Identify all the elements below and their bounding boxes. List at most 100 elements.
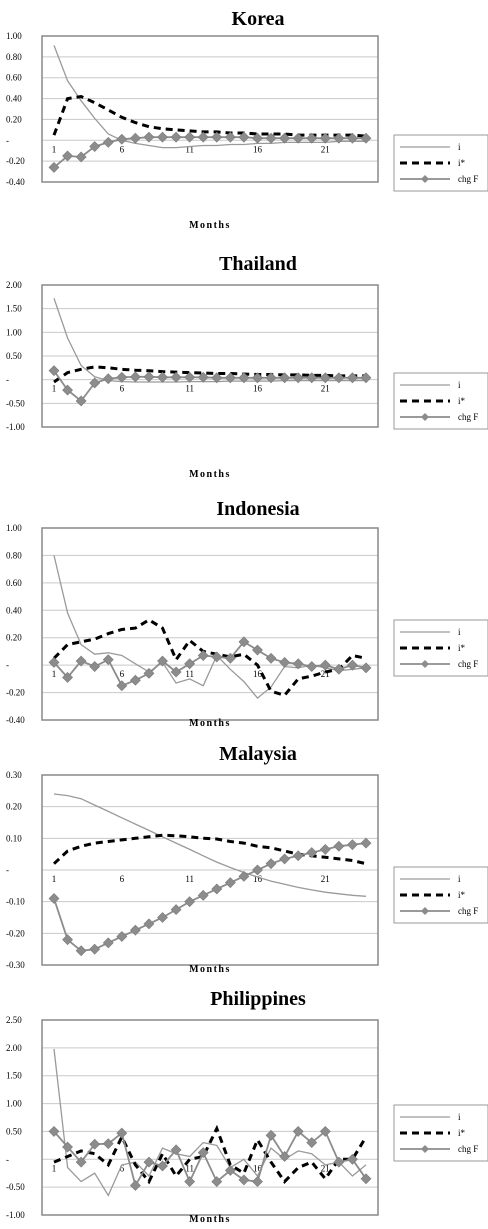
legend-label: i* bbox=[458, 890, 466, 900]
plot-frame bbox=[41, 284, 379, 428]
y-tick-label: 0.50 bbox=[6, 351, 22, 361]
data-point-chgf bbox=[238, 636, 250, 648]
x-axis-label: Months bbox=[189, 220, 231, 231]
y-tick-label: 1.00 bbox=[6, 523, 22, 533]
data-point-chgf bbox=[265, 858, 277, 870]
data-point-chgf bbox=[129, 674, 141, 686]
data-point-chgf bbox=[197, 371, 209, 383]
y-tick-label: 0.50 bbox=[6, 1126, 22, 1136]
data-point-chgf bbox=[333, 840, 345, 852]
data-point-chgf bbox=[279, 853, 291, 865]
data-point-chgf bbox=[170, 904, 182, 916]
data-point-chgf bbox=[170, 131, 182, 143]
y-tick-label: -0.40 bbox=[6, 177, 25, 187]
y-tick-label: 0.40 bbox=[6, 605, 22, 615]
data-point-chgf bbox=[238, 372, 250, 384]
chart-philippines: Philippines 2.50 2.00 1.50 1.00 0.50 - -0.50 -1.… bbox=[6, 988, 488, 1225]
y-tick-label: -1.00 bbox=[6, 1210, 25, 1220]
chart-title: Korea bbox=[232, 8, 285, 30]
data-point-chgf bbox=[360, 662, 372, 674]
series-line-i bbox=[53, 1048, 367, 1197]
y-tick-label: -0.40 bbox=[6, 715, 25, 725]
x-tick-label: 6 bbox=[120, 669, 125, 679]
legend-label: chg F bbox=[458, 906, 478, 916]
data-point-chgf bbox=[333, 372, 345, 384]
y-tick-label: 0.20 bbox=[6, 114, 22, 124]
data-point-chgf bbox=[184, 131, 196, 143]
x-tick-label: 6 bbox=[120, 874, 125, 884]
data-point-chgf bbox=[347, 1153, 358, 1165]
data-point-chgf bbox=[143, 667, 155, 679]
legend-marker bbox=[421, 907, 429, 915]
data-point-chgf bbox=[333, 132, 345, 144]
data-point-chgf bbox=[347, 839, 358, 851]
data-point-chgf bbox=[62, 1141, 73, 1153]
data-point-chgf bbox=[319, 659, 331, 671]
data-point-chgf bbox=[129, 371, 141, 383]
data-point-chgf bbox=[224, 372, 236, 384]
data-point-chgf bbox=[75, 945, 87, 957]
data-point-chgf bbox=[306, 847, 318, 859]
data-point-chgf bbox=[170, 666, 182, 678]
x-tick-label: 1 bbox=[52, 1163, 57, 1173]
data-point-chgf bbox=[319, 843, 331, 855]
y-tick-label: 2.50 bbox=[6, 1015, 22, 1025]
x-tick-label: 6 bbox=[120, 1163, 125, 1173]
x-tick-label: 11 bbox=[185, 669, 194, 679]
data-point-chgf bbox=[238, 131, 250, 143]
data-point-chgf bbox=[238, 870, 250, 882]
x-axis-label: Months bbox=[189, 1214, 231, 1225]
data-point-chgf bbox=[360, 372, 372, 384]
data-point-chgf bbox=[62, 150, 73, 162]
data-point-chgf bbox=[129, 132, 141, 144]
data-point-chgf bbox=[184, 371, 196, 383]
data-point-chgf bbox=[89, 1138, 101, 1150]
series-line-i bbox=[53, 793, 367, 897]
legend-label: i* bbox=[458, 643, 466, 653]
data-point-chgf bbox=[102, 937, 114, 949]
data-point-chgf bbox=[89, 141, 101, 152]
chart-title: Thailand bbox=[219, 253, 297, 275]
legend-marker bbox=[421, 413, 429, 421]
data-point-chgf bbox=[197, 131, 209, 143]
data-point-chgf bbox=[62, 384, 73, 396]
y-tick-label: 0.80 bbox=[6, 550, 22, 560]
data-point-chgf bbox=[197, 1147, 209, 1159]
data-point-chgf bbox=[143, 1156, 155, 1168]
y-tick-label: 0.20 bbox=[6, 802, 22, 812]
data-point-chgf bbox=[116, 931, 128, 942]
data-point-chgf bbox=[224, 877, 236, 889]
series-line-chgf bbox=[53, 136, 366, 169]
y-tick-label: -0.20 bbox=[6, 156, 25, 166]
data-point-chgf bbox=[360, 1173, 372, 1185]
y-tick-label: - bbox=[6, 865, 9, 875]
x-axis-label: Months bbox=[189, 964, 231, 975]
data-point-chgf bbox=[89, 661, 101, 672]
x-tick-label: 11 bbox=[185, 874, 194, 884]
chart-title: Malaysia bbox=[219, 743, 297, 765]
series-line-i bbox=[53, 365, 366, 384]
data-point-chgf bbox=[157, 371, 168, 383]
data-point-chgf bbox=[306, 661, 318, 672]
data-point-chgf bbox=[319, 1126, 331, 1137]
data-point-chgf bbox=[306, 1137, 318, 1148]
x-tick-label: 16 bbox=[253, 384, 263, 394]
legend-label: chg F bbox=[458, 412, 478, 422]
data-point-chgf bbox=[129, 1180, 141, 1191]
y-tick-label: - bbox=[6, 375, 9, 385]
x-tick-label: 1 bbox=[52, 874, 57, 884]
data-point-chgf bbox=[102, 136, 114, 148]
data-point-chgf bbox=[184, 658, 196, 670]
data-point-chgf bbox=[197, 889, 209, 901]
data-point-chgf bbox=[360, 132, 372, 144]
y-tick-label: 0.10 bbox=[6, 833, 22, 843]
x-tick-label: 1 bbox=[52, 669, 57, 679]
data-point-chgf bbox=[75, 1156, 87, 1168]
data-point-chgf bbox=[211, 131, 223, 143]
series-line-i bbox=[53, 298, 366, 383]
x-axis-label: Months bbox=[189, 718, 231, 729]
y-tick-label: -0.50 bbox=[6, 398, 25, 408]
x-tick-label: 6 bbox=[120, 384, 125, 394]
legend-marker bbox=[421, 1145, 429, 1153]
x-tick-label: 11 bbox=[185, 1163, 194, 1173]
